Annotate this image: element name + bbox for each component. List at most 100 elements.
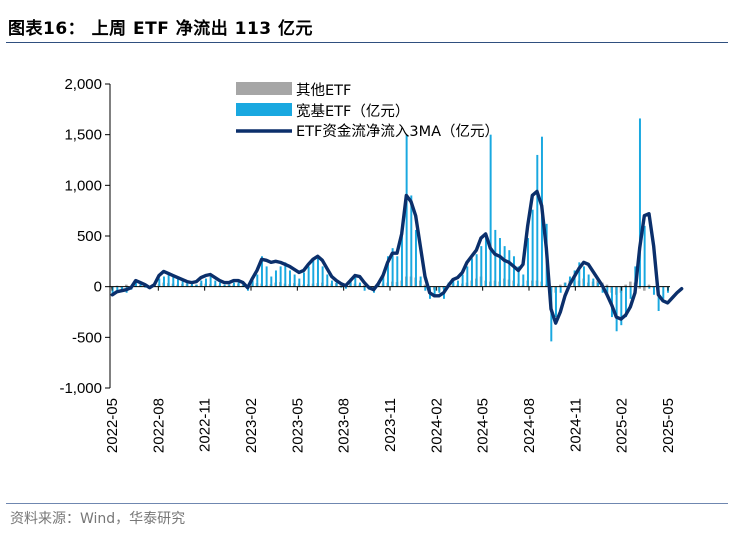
- other-etf-bar: [605, 284, 609, 287]
- broad-etf-bar: [181, 280, 184, 287]
- broad-etf-bar: [564, 282, 567, 287]
- broad-etf-bar: [172, 274, 175, 287]
- y-tick-label: 1,500: [64, 127, 102, 144]
- x-tick-label: 2024-05: [475, 398, 492, 453]
- broad-etf-bar: [391, 248, 394, 287]
- broad-etf-bar: [228, 284, 231, 287]
- broad-etf-bar: [298, 278, 301, 287]
- broad-etf-bar: [144, 286, 147, 288]
- y-tick-label: 500: [77, 228, 102, 245]
- x-tick-label: 2023-02: [243, 398, 260, 453]
- broad-etf-bar: [386, 256, 389, 287]
- broad-etf-bar: [330, 280, 333, 287]
- x-tick-label: 2023-05: [289, 398, 306, 453]
- broad-etf-bar: [232, 282, 235, 287]
- source-note: 资料来源：Wind，华泰研究: [10, 511, 186, 527]
- other-etf-bar: [629, 281, 632, 287]
- x-tick-label: 2022-08: [150, 398, 167, 453]
- broad-etf-bar: [662, 286, 665, 299]
- broad-etf-bar: [489, 134, 492, 287]
- broad-etf-bar: [629, 286, 632, 299]
- y-tick-label: 1,000: [64, 177, 102, 194]
- broad-etf-bar: [321, 266, 324, 287]
- y-tick-label: -500: [72, 329, 102, 346]
- broad-etf-bar: [223, 284, 226, 287]
- broad-etf-bar: [312, 260, 315, 287]
- broad-etf-bar: [260, 256, 263, 287]
- broad-etf-bar: [410, 195, 413, 287]
- x-tick-label: 2024-08: [521, 398, 538, 453]
- broad-etf-bar: [508, 250, 511, 287]
- broad-etf-bar: [461, 274, 464, 287]
- broad-etf-bar: [288, 270, 291, 287]
- broad-etf-bar: [256, 274, 259, 287]
- broad-etf-bar: [139, 283, 142, 287]
- other-etf-bar: [559, 284, 562, 287]
- broad-etf-bar: [396, 256, 399, 287]
- y-tick-label: 0: [94, 279, 102, 296]
- broad-etf-bar: [326, 274, 329, 287]
- other-etf-bar: [423, 284, 427, 287]
- broad-etf-bar: [363, 286, 366, 291]
- legend: 其他ETF 宽基ETF（亿元） ETF资金流净流入3MA（亿元）: [236, 82, 499, 140]
- footer-divider: [6, 503, 728, 504]
- broad-etf-bar: [274, 270, 277, 287]
- broad-etf-bar: [400, 229, 403, 287]
- broad-etf-bar: [116, 286, 119, 293]
- other-etf-bar: [115, 285, 119, 287]
- broad-etf-bar: [167, 272, 170, 287]
- other-etf-bar: [125, 284, 128, 287]
- broad-etf-bar: [134, 280, 137, 287]
- broad-etf-bar: [620, 286, 623, 326]
- broad-etf-bar: [652, 286, 655, 295]
- x-axis-ticks: 2022-05 2022-08 2022-11 2023-02 2023-05 2023-…: [104, 286, 677, 453]
- broad-etf-bar: [120, 286, 123, 291]
- y-axis-ticks: 2,000 1,500 1,000 500 0 -500 -1,000: [59, 76, 110, 397]
- broad-etf-bar: [204, 278, 207, 287]
- other-etf-bar: [624, 284, 627, 287]
- broad-etf-bar: [424, 286, 427, 291]
- other-etf-bars: [111, 276, 669, 295]
- broad-etf-bar: [503, 246, 506, 287]
- broad-etf-bar: [615, 286, 618, 332]
- broad-etf-bar: [344, 286, 347, 289]
- x-tick-label: 2023-11: [382, 398, 399, 452]
- broad-etf-bar: [582, 266, 585, 287]
- broad-etf-bar: [340, 286, 343, 288]
- ma3-line: [110, 189, 684, 325]
- broad-etf-bar: [218, 282, 221, 287]
- broad-etf-bar: [316, 258, 319, 287]
- broad-etf-bar: [270, 276, 273, 287]
- legend-swatch-broad: [236, 103, 292, 116]
- chart-title: 图表16： 上周 ETF 净流出 113 亿元: [8, 19, 314, 39]
- broad-etf-bar: [293, 274, 296, 287]
- broad-etf-bar: [498, 238, 501, 287]
- broad-etf-bar: [648, 286, 651, 289]
- broad-etf-bar: [466, 266, 469, 287]
- x-tick-label: 2025-02: [614, 398, 631, 453]
- broad-etf-bars: [111, 118, 669, 342]
- broad-etf-bar: [624, 286, 627, 318]
- broad-etf-bar: [307, 266, 310, 287]
- broad-etf-bar: [452, 278, 455, 287]
- legend-label-other: 其他ETF: [296, 82, 351, 99]
- title-divider: [6, 42, 728, 43]
- broad-etf-bar: [158, 278, 161, 287]
- broad-etf-bar: [195, 284, 198, 287]
- broad-etf-bar: [438, 286, 441, 293]
- x-tick-label: 2025-05: [660, 398, 677, 453]
- legend-label-broad: 宽基ETF（亿元）: [296, 103, 409, 120]
- y-tick-label: 2,000: [64, 76, 102, 93]
- broad-etf-bar: [111, 286, 114, 295]
- broad-etf-bar: [382, 274, 385, 287]
- broad-etf-bar: [484, 233, 487, 287]
- broad-etf-bar: [302, 272, 305, 287]
- broad-etf-bar: [162, 276, 165, 287]
- broad-etf-bar: [643, 225, 646, 287]
- x-tick-label: 2024-02: [428, 398, 445, 453]
- x-tick-label: 2022-05: [104, 398, 121, 453]
- broad-etf-bar: [517, 266, 520, 287]
- broad-etf-bar: [638, 118, 641, 287]
- broad-etf-bar: [354, 274, 357, 287]
